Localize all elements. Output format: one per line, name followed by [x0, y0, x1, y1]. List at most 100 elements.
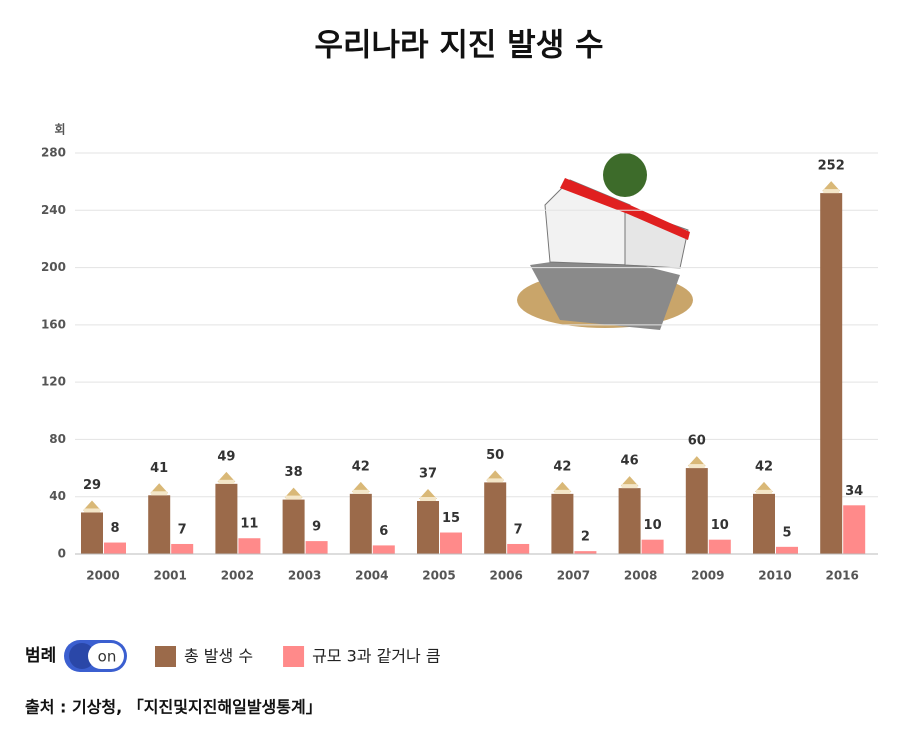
x-tick-label: 2001	[153, 569, 186, 583]
bar	[171, 543, 194, 554]
bar	[776, 546, 798, 554]
bar	[641, 539, 664, 554]
value-label: 46	[621, 454, 639, 469]
house-icon	[217, 471, 236, 482]
house-icon	[351, 481, 370, 492]
house-icon	[83, 500, 101, 511]
house-icon	[150, 483, 169, 494]
bar	[618, 488, 641, 554]
bar	[843, 505, 866, 554]
x-tick-label: 2003	[288, 569, 321, 583]
house-icon-base	[621, 484, 638, 489]
y-tick-label: 40	[49, 489, 66, 503]
bar	[551, 493, 574, 554]
legend-swatch	[155, 646, 176, 667]
bar	[104, 542, 126, 554]
bar	[282, 499, 305, 554]
value-label: 252	[818, 159, 845, 174]
house-icon-base	[823, 189, 840, 194]
house-icon-base	[688, 464, 705, 469]
house-icon-base	[352, 489, 369, 494]
house-icon-base	[285, 495, 302, 500]
x-tick-label: 2010	[758, 569, 791, 583]
value-label: 29	[83, 478, 101, 493]
illustration	[517, 153, 693, 330]
value-label: 10	[644, 518, 662, 533]
house-icon-base	[84, 508, 100, 513]
value-label: 49	[217, 449, 235, 464]
y-tick-label: 120	[41, 375, 66, 389]
house-icon	[755, 481, 773, 492]
bar	[81, 512, 103, 554]
house-icon	[687, 456, 706, 467]
value-label: 5	[782, 525, 791, 540]
legend-title: 범례	[25, 646, 56, 666]
bar	[685, 468, 708, 554]
house-icon	[822, 181, 841, 192]
house-icon-base	[554, 489, 571, 494]
value-label: 42	[553, 459, 571, 474]
house-icon	[284, 487, 303, 498]
house-icon	[553, 481, 572, 492]
value-label: 2	[581, 530, 590, 545]
x-tick-label: 2016	[825, 569, 858, 583]
value-label: 41	[150, 461, 168, 476]
x-tick-label: 2005	[422, 569, 455, 583]
x-tick-label: 2009	[691, 569, 724, 583]
x-tick-label: 2007	[557, 569, 590, 583]
x-tick-label: 2002	[221, 569, 254, 583]
value-label: 34	[845, 484, 863, 499]
house-icon-base	[756, 489, 772, 494]
value-label: 60	[688, 434, 706, 449]
x-tick-label: 2004	[355, 569, 388, 583]
house-icon	[486, 470, 505, 481]
chart-title: 우리나라 지진 발생 수	[314, 28, 603, 64]
house-icon-base	[487, 478, 504, 483]
value-label: 7	[178, 522, 187, 537]
value-label: 42	[352, 459, 370, 474]
value-label: 9	[312, 520, 321, 535]
bar	[148, 495, 171, 554]
x-tick-label: 2000	[86, 569, 119, 583]
bar	[349, 493, 372, 554]
legend-toggle-pill	[88, 643, 124, 669]
legend-label: 총 발생 수	[184, 647, 253, 666]
value-label: 7	[514, 522, 523, 537]
legend-label: 규모 3과 같거나 큼	[312, 647, 440, 666]
value-label: 37	[419, 467, 437, 482]
x-tick-label: 2008	[624, 569, 657, 583]
house-icon-base	[218, 479, 235, 484]
bar	[215, 483, 238, 554]
value-label: 6	[379, 524, 388, 539]
bar	[238, 538, 261, 554]
bar	[440, 532, 462, 554]
bar	[372, 545, 395, 554]
y-unit: 회	[54, 122, 65, 137]
x-tick-label: 2006	[489, 569, 522, 583]
y-tick-label: 240	[41, 203, 66, 217]
y-tick-label: 200	[41, 260, 66, 274]
legend-toggle-label[interactable]: on	[98, 648, 117, 666]
bar	[574, 551, 597, 554]
bar	[820, 193, 843, 554]
bar	[507, 543, 530, 554]
value-label: 42	[755, 459, 773, 474]
bar	[708, 539, 731, 554]
bar	[417, 501, 439, 554]
value-label: 38	[285, 465, 303, 480]
bar	[753, 493, 775, 554]
y-tick-label: 80	[49, 432, 66, 446]
value-label: 50	[486, 448, 504, 463]
source: 출처 : 기상청, 「지진및지진해일발생통계」	[25, 698, 322, 717]
value-label: 8	[110, 521, 119, 536]
value-label: 10	[711, 518, 729, 533]
value-label: 11	[240, 517, 258, 532]
bar	[305, 541, 328, 554]
y-tick-label: 280	[41, 146, 66, 160]
y-tick-label: 160	[41, 317, 66, 331]
y-tick-label: 0	[58, 547, 66, 561]
house-icon-base	[420, 497, 436, 502]
bar	[484, 482, 507, 554]
value-label: 15	[442, 511, 460, 526]
